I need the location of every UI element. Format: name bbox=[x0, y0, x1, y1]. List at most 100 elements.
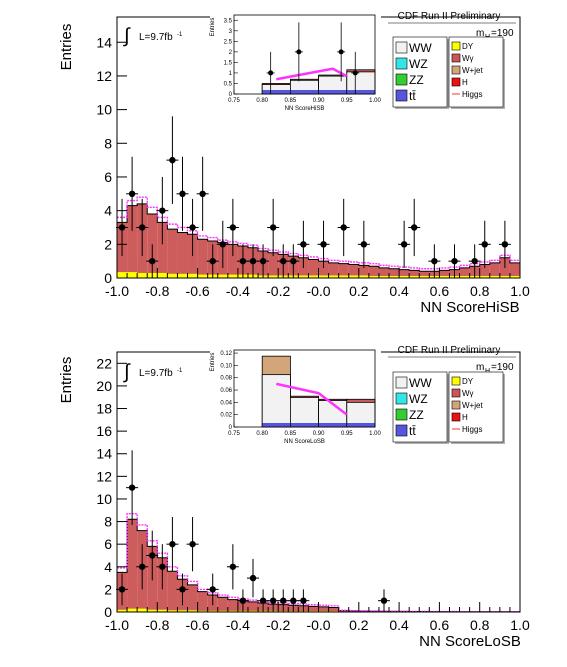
inset-signal-line bbox=[276, 67, 348, 81]
bkg-bar bbox=[167, 229, 178, 278]
bkg-bar bbox=[177, 232, 188, 278]
dy-bar bbox=[409, 275, 420, 278]
stack-outline bbox=[116, 203, 520, 278]
y-tick-label: 12 bbox=[96, 468, 112, 484]
mass-value: =190 bbox=[491, 28, 514, 39]
legend-swatch bbox=[395, 392, 408, 405]
data-point bbox=[290, 257, 297, 265]
data-point bbox=[481, 241, 488, 248]
data-point bbox=[199, 190, 206, 198]
inset-y-tick-label: 3.5 bbox=[224, 18, 233, 24]
inset-x-label: NN ScoreLoSB bbox=[284, 439, 325, 445]
x-tick-label: 0.8 bbox=[470, 617, 490, 633]
bkg-bar bbox=[328, 607, 339, 612]
x-tick-label: -0.8 bbox=[145, 283, 169, 299]
inset-x-tick-label: 0.90 bbox=[313, 431, 325, 437]
x-axis-label: NN ScoreHiSB bbox=[420, 299, 519, 316]
mass-label: m bbox=[476, 362, 484, 373]
bkg-bar bbox=[499, 257, 510, 278]
inset-y-tick-label: 0 bbox=[229, 92, 233, 98]
legend-swatch bbox=[451, 41, 461, 51]
legend-swatch bbox=[451, 77, 461, 87]
inset-y-tick-label: 0.06 bbox=[220, 388, 232, 394]
x-tick-label: 1.0 bbox=[510, 283, 530, 299]
inset-background bbox=[210, 11, 381, 115]
inset-frame bbox=[233, 349, 376, 428]
x-tick-label: -0.6 bbox=[186, 617, 210, 633]
inset-x-tick-label: 0.95 bbox=[341, 431, 353, 437]
y-tick-label: 0 bbox=[104, 270, 112, 286]
dy-bar bbox=[328, 275, 339, 278]
dy-bar bbox=[489, 275, 500, 278]
inset-x-tick-label: 0.75 bbox=[228, 431, 240, 437]
bkg-bar bbox=[197, 239, 208, 278]
y-tick-label: 18 bbox=[96, 401, 112, 417]
dy-bar bbox=[207, 610, 218, 612]
legend-label: Wγ bbox=[462, 389, 474, 398]
x-tick-label: -0.0 bbox=[306, 283, 330, 299]
bkg-bar bbox=[187, 584, 198, 612]
data-point bbox=[501, 241, 509, 248]
y-tick-label: 0 bbox=[104, 604, 112, 620]
inset-signal-line bbox=[276, 382, 348, 416]
histogram bbox=[116, 512, 520, 613]
y-tick-label: 10 bbox=[96, 102, 112, 118]
data-point bbox=[219, 241, 226, 248]
y-tick-label: 22 bbox=[96, 355, 112, 371]
data-point bbox=[179, 586, 186, 593]
legend-label: Higgs bbox=[462, 90, 482, 99]
x-axis-label: NN ScoreLoSB bbox=[419, 633, 521, 650]
dy-bar bbox=[147, 609, 158, 612]
inset-ww-bar bbox=[289, 397, 319, 428]
x-tick-label: -0.0 bbox=[306, 617, 330, 633]
inset-x-tick-label: 0.75 bbox=[228, 98, 240, 104]
dy-bar bbox=[217, 274, 228, 278]
legend-swatch bbox=[451, 400, 461, 410]
legend-label: Wγ bbox=[462, 54, 474, 63]
bkg-bar bbox=[217, 597, 228, 612]
bkg-bar bbox=[308, 606, 319, 612]
data-point bbox=[259, 257, 267, 265]
inset-x-tick-label: 0.80 bbox=[256, 98, 268, 104]
dy-bar bbox=[479, 275, 490, 278]
bkg-bar bbox=[167, 571, 178, 612]
x-tick-label: -0.2 bbox=[266, 617, 290, 633]
data-point bbox=[128, 190, 136, 198]
dy-bar bbox=[389, 275, 400, 278]
inset-y-tick-label: 0.08 bbox=[220, 376, 232, 382]
legend-label: WZ bbox=[409, 392, 428, 406]
x-tick-label: -0.2 bbox=[266, 283, 290, 299]
data-points bbox=[116, 116, 511, 278]
inset-tt-bar bbox=[290, 90, 319, 94]
y-tick-label: 4 bbox=[104, 559, 112, 575]
inset-y-tick-label: 0.12 bbox=[220, 351, 232, 357]
inset-y-tick-label: 1.5 bbox=[224, 60, 233, 66]
inset-y-tick-label: 0.10 bbox=[220, 363, 232, 369]
x-tick-label: -1.0 bbox=[105, 283, 129, 299]
dy-bar bbox=[217, 610, 228, 612]
bkg-bar bbox=[338, 263, 349, 278]
inset-frame bbox=[233, 14, 376, 95]
bkg-bar bbox=[389, 268, 400, 278]
legend-swatch bbox=[395, 376, 408, 389]
legend-label: WZ bbox=[409, 57, 428, 71]
data-point bbox=[290, 597, 297, 604]
data-point bbox=[340, 224, 347, 231]
dy-bar bbox=[348, 275, 359, 278]
dy-bar bbox=[227, 610, 238, 612]
data-points bbox=[116, 450, 390, 612]
legend-swatch bbox=[451, 53, 461, 63]
bkg-bar bbox=[409, 270, 420, 278]
dy-bar bbox=[127, 608, 138, 612]
lumi-superscript: -1 bbox=[177, 32, 183, 38]
inset-data-point bbox=[338, 49, 344, 55]
inset-x-tick-label: 0.85 bbox=[285, 431, 297, 437]
dy-bar bbox=[439, 275, 450, 278]
data-point bbox=[411, 224, 418, 231]
legend-swatch bbox=[451, 388, 461, 398]
x-tick-label: 0.4 bbox=[389, 617, 409, 633]
inset-y-tick-label: 3 bbox=[229, 29, 233, 35]
mass-subscript: H bbox=[485, 368, 490, 375]
legend-label: ZZ bbox=[409, 408, 424, 422]
data-point bbox=[138, 563, 146, 570]
